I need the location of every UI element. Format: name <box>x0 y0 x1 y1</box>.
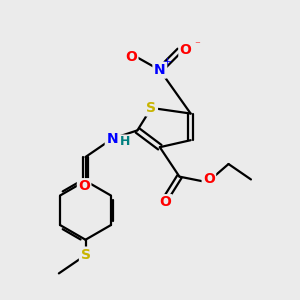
Text: O: O <box>180 44 192 57</box>
Text: H: H <box>120 135 130 148</box>
Text: O: O <box>203 172 215 186</box>
Text: O: O <box>125 50 137 64</box>
Text: O: O <box>160 195 171 209</box>
Text: O: O <box>78 179 90 194</box>
Text: +: + <box>163 57 172 67</box>
Text: S: S <box>80 248 91 262</box>
Text: N: N <box>154 63 166 77</box>
Text: ⁻: ⁻ <box>194 40 200 50</box>
Text: S: S <box>146 101 156 115</box>
Text: N: N <box>106 132 118 146</box>
